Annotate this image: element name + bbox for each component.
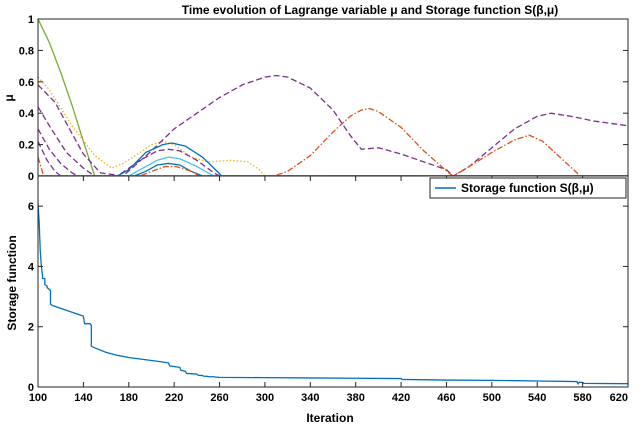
top-y-tick-label: 0.6 — [19, 77, 34, 89]
top-series-line-6 — [38, 128, 628, 176]
top-y-tick-label: 1 — [28, 14, 34, 26]
top-y-tick-label: 0 — [28, 171, 34, 183]
bottom-y-tick-label: 2 — [28, 322, 34, 334]
bottom-x-tick-label: 220 — [165, 392, 183, 404]
top-y-axis-label: μ — [2, 94, 16, 101]
bottom-x-tick-label: 420 — [392, 392, 410, 404]
top-chart-title: Time evolution of Lagrange variable μ an… — [182, 3, 559, 17]
top-series-group — [38, 19, 628, 176]
top-series-line-4 — [38, 107, 628, 176]
bottom-x-tick-label: 380 — [347, 392, 365, 404]
storage-function-plot: 0 2 4 6 100 140 180 220 260 300 340 380 420 460 500 540… — [28, 175, 629, 404]
bottom-y-tick-label: 0 — [28, 382, 34, 394]
top-series-line-10 — [38, 162, 628, 176]
bottom-x-tick-label: 300 — [256, 392, 274, 404]
bottom-x-tick-label: 100 — [29, 392, 47, 404]
top-y-tick-label: 0.2 — [19, 140, 34, 152]
x-axis-label: Iteration — [306, 411, 353, 425]
bottom-y-tick-label: 6 — [28, 201, 34, 213]
bottom-y-axis-label: Storage function — [5, 235, 19, 330]
top-series-line-8 — [38, 142, 628, 176]
bottom-series-group — [38, 203, 628, 385]
top-series-line-3 — [38, 74, 628, 176]
bottom-x-tick-label: 460 — [437, 392, 455, 404]
bottom-x-tick-label: 260 — [210, 392, 228, 404]
top-y-tick-label: 0.4 — [19, 108, 35, 120]
bottom-x-tick-label: 340 — [301, 392, 319, 404]
top-axes-frame — [37, 18, 629, 177]
legend-box — [429, 177, 627, 199]
bottom-y-tick-label: 4 — [28, 261, 35, 273]
top-series-line-11 — [38, 165, 628, 176]
top-series-line-9 — [38, 156, 628, 176]
bottom-series-line-1 — [38, 203, 628, 385]
top-series-line-7 — [38, 141, 628, 176]
bottom-x-tick-label: 180 — [120, 392, 138, 404]
bottom-x-tick-label: 540 — [528, 392, 546, 404]
bottom-legend: Storage function S(β,μ) — [429, 177, 627, 199]
top-series-line-2 — [38, 76, 628, 176]
bottom-x-tick-label: 500 — [483, 392, 501, 404]
bottom-axes-frame — [37, 175, 629, 388]
top-series-line-1 — [38, 19, 628, 176]
top-series-line-5 — [38, 106, 628, 176]
legend-label: Storage function S(β,μ) — [461, 181, 594, 195]
bottom-x-tick-label: 620 — [610, 392, 628, 404]
mu-plot: 0 0.2 0.4 0.6 0.8 1 — [19, 14, 629, 183]
bottom-x-tick-label: 140 — [74, 392, 92, 404]
bottom-x-tick-label: 580 — [573, 392, 591, 404]
top-y-tick-label: 0.8 — [19, 45, 34, 57]
